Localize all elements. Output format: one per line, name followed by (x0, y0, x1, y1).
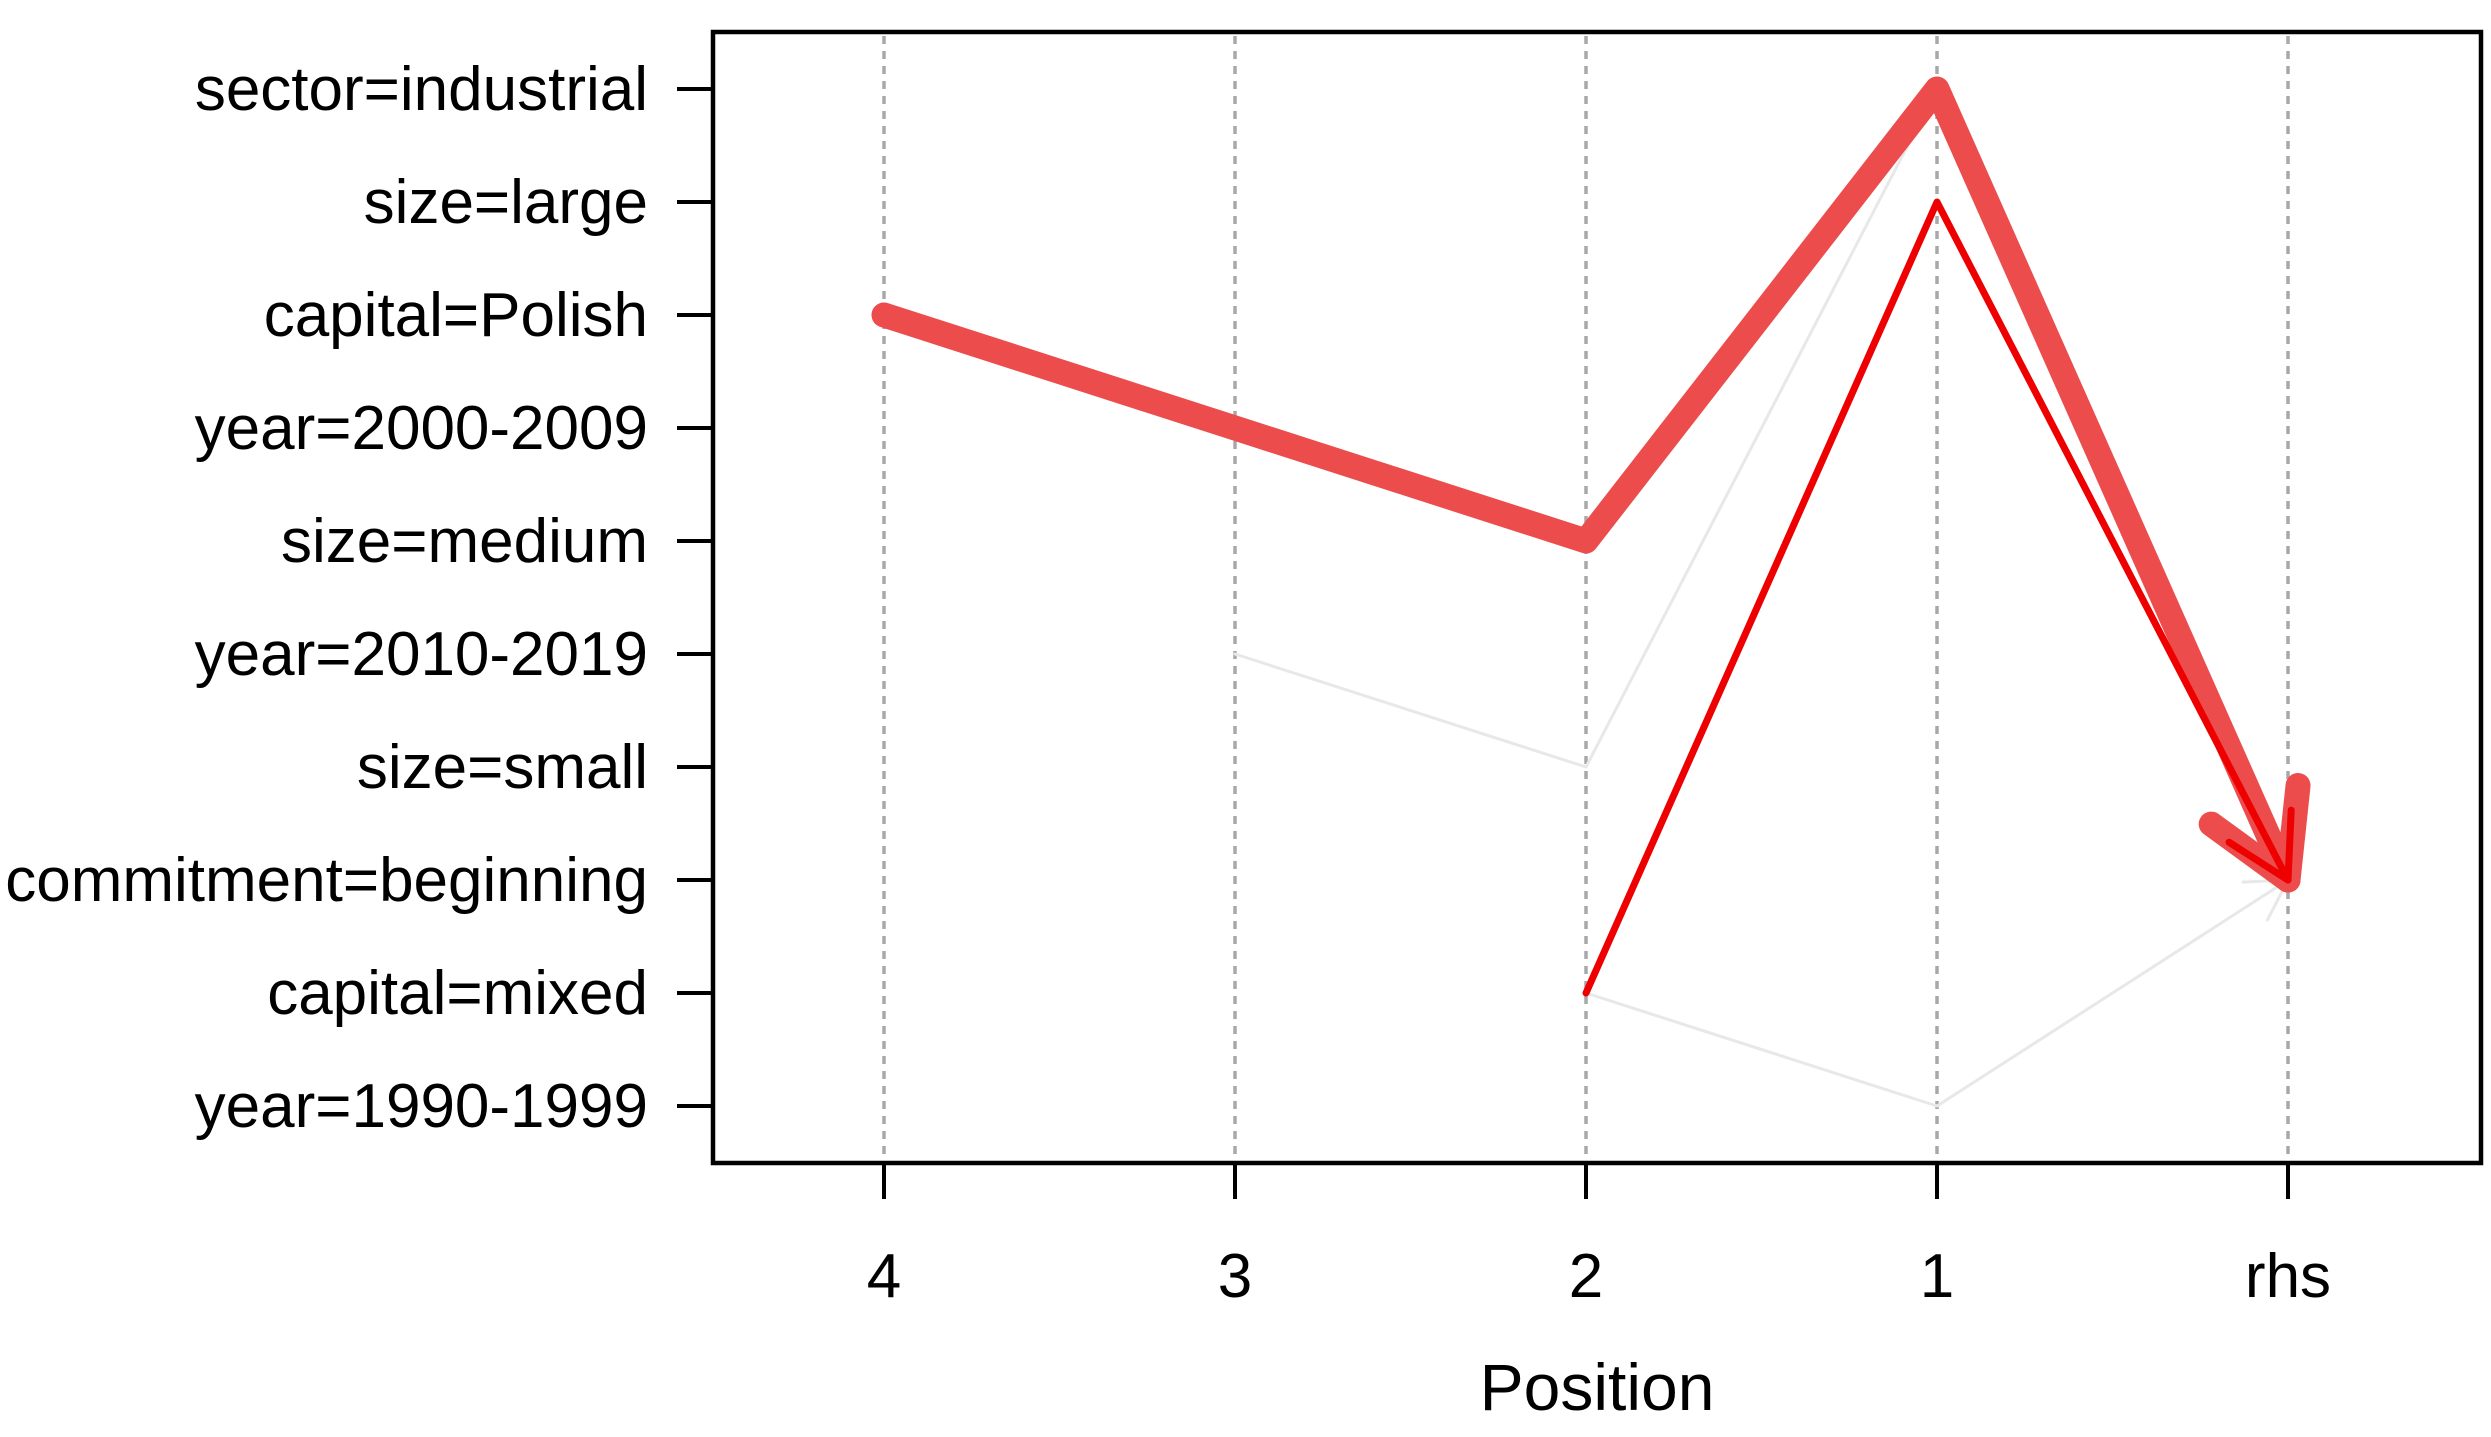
plot-border (710, 29, 2484, 1166)
axis-ticks-group (677, 87, 2290, 1199)
rule-gray-b-path (1584, 878, 2290, 1108)
rule-arrows-group (871, 76, 2311, 1108)
x-axis-title: Position (1480, 1350, 1715, 1424)
rule-thin-red-arrowhead-barb-1 (2225, 838, 2292, 884)
x-tick-label: 3 (1218, 1242, 1252, 1311)
y-tick-label: capital=Polish (264, 281, 648, 350)
y-tick-label: size=medium (281, 507, 648, 576)
rule-thin-red-arrowhead-barb-2 (2284, 806, 2295, 884)
x-tick-label: 1 (1920, 1242, 1954, 1311)
y-tick-label: size=large (364, 168, 648, 237)
gridlines-group (882, 36, 2290, 1161)
y-tick-label: year=2000-2009 (195, 394, 648, 463)
x-tick-label: rhs (2245, 1242, 2331, 1311)
y-tick-label: year=2010-2019 (195, 620, 648, 689)
y-tick-label: commitment=beginning (5, 846, 648, 915)
y-tick-label: year=1990-1999 (195, 1072, 648, 1141)
y-axis-labels-group: sector=industrial size=large capital=Polis… (5, 55, 648, 1141)
rule-thin-red-path (1582, 198, 2292, 997)
rule-thick-red-path (871, 76, 2301, 893)
y-tick-label: sector=industrial (195, 55, 648, 124)
y-tick-label: size=small (357, 733, 648, 802)
x-tick-label: 2 (1569, 1242, 1603, 1311)
x-tick-label: 4 (867, 1242, 901, 1311)
x-axis-labels-group: 4 3 2 1 rhs (867, 1242, 2331, 1311)
y-tick-label: capital=mixed (267, 959, 648, 1028)
